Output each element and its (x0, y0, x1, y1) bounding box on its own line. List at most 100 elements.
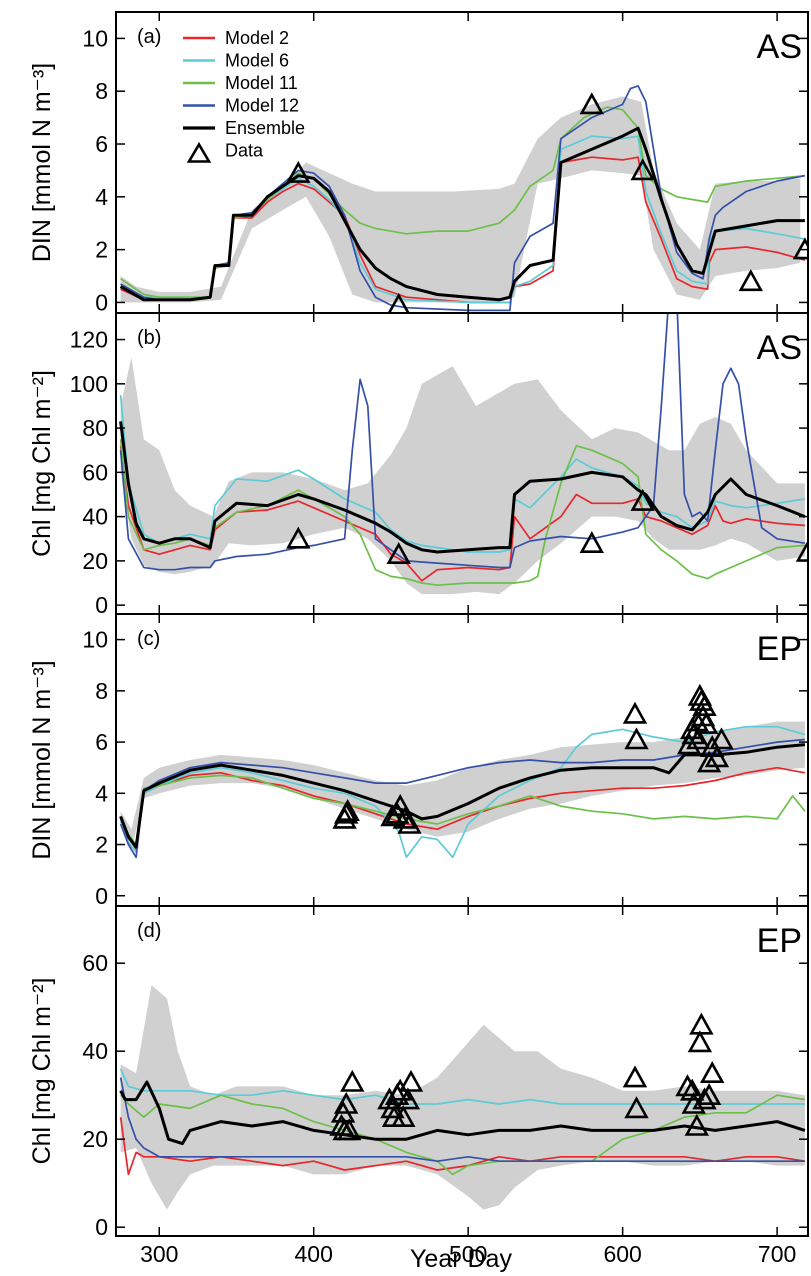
y-tick-label: 10 (82, 25, 108, 51)
data-point-marker (696, 750, 722, 773)
y-tick-label: 100 (70, 371, 108, 397)
data-point-marker (738, 269, 764, 292)
data-point-marker (392, 806, 418, 829)
data-point-marker (286, 160, 311, 183)
ensemble-range-band (120, 985, 805, 1210)
y-tick-label: 4 (95, 184, 108, 210)
data-point-marker (579, 531, 605, 554)
data-point-marker (386, 542, 411, 565)
series-line-ensemble (119, 126, 805, 302)
y-axis-title: Chl [mg Chl m⁻²] (28, 370, 56, 557)
y-tick-label: 4 (95, 780, 108, 806)
legend-item: Model 11 (183, 73, 298, 93)
legend-item: Ensemble (183, 118, 305, 138)
series-line-model-6 (119, 394, 806, 553)
data-point-marker (692, 694, 717, 717)
legend-item: Data (186, 141, 264, 163)
data-point-marker (391, 1105, 416, 1127)
data-point-marker (681, 722, 706, 745)
data-point-marker (387, 793, 413, 816)
y-axis-title: DIN [mmol N m⁻³] (28, 660, 56, 859)
series-line-model-12 (119, 313, 806, 571)
series-line-model-6 (119, 725, 806, 859)
data-point-marker (686, 727, 711, 750)
y-tick-label: 40 (82, 1038, 108, 1064)
panel-tag: (d) (137, 920, 161, 942)
y-tick-label: 8 (95, 78, 108, 104)
series-line-ensemble (119, 743, 806, 849)
data-point-marker (687, 1030, 713, 1053)
ensemble-range-band (120, 357, 805, 595)
plot-area (119, 313, 808, 595)
region-tag: EP (757, 630, 802, 668)
data-point-marker (622, 1065, 648, 1088)
x-tick-label: 700 (758, 1241, 796, 1267)
data-point-marker (795, 539, 808, 562)
panel-tag: (c) (137, 628, 160, 650)
series-line-model-12 (119, 1077, 805, 1163)
y-axis-title: Chl [mg Chl m⁻²] (28, 978, 56, 1165)
y-axis-title: DIN [mmol N m⁻³] (28, 63, 56, 262)
data-point-marker (693, 711, 719, 734)
data-point-marker (704, 745, 730, 768)
legend-label: Model 2 (225, 28, 289, 48)
ensemble-range-band (120, 96, 801, 303)
series-line-model-12 (119, 738, 805, 859)
data-point-marker (624, 727, 649, 750)
y-tick-label: 120 (70, 327, 108, 353)
plot-frame (115, 905, 809, 1237)
data-point-marker (340, 1069, 365, 1092)
y-tick-label: 0 (95, 289, 108, 315)
legend-label: Ensemble (225, 118, 305, 138)
data-point-marker (286, 526, 311, 549)
plot-area (119, 85, 808, 313)
data-point-marker (335, 799, 360, 822)
y-tick-label: 60 (82, 950, 108, 976)
region-tag: EP (757, 922, 802, 960)
data-point-marker (333, 1091, 359, 1114)
data-point-marker (380, 804, 405, 827)
legend-label: Data (225, 141, 264, 161)
data-point-marker (387, 292, 410, 313)
series-line-model-11 (119, 1094, 806, 1176)
series-line-ensemble (119, 421, 806, 554)
y-tick-label: 0 (95, 1214, 108, 1240)
data-point-marker (684, 1113, 710, 1136)
data-point-marker (395, 1087, 421, 1110)
y-tick-label: 2 (95, 237, 108, 263)
y-tick-label: 0 (95, 592, 108, 618)
legend-label: Model 6 (225, 51, 289, 71)
x-tick-label: 500 (449, 1241, 487, 1267)
data-point-marker (689, 1012, 714, 1035)
y-tick-label: 6 (95, 729, 108, 755)
legend-triangle-icon (186, 141, 212, 163)
y-tick-label: 8 (95, 678, 108, 704)
panel-tag: (b) (137, 327, 161, 349)
region-tag: AS (757, 28, 802, 66)
series-line-ensemble (119, 1080, 806, 1146)
y-tick-label: 80 (82, 415, 108, 441)
data-point-marker (699, 1061, 725, 1083)
series-line-model-6 (119, 1068, 805, 1105)
y-tick-label: 2 (95, 832, 108, 858)
region-tag: AS (757, 329, 802, 367)
x-tick-label: 300 (140, 1241, 178, 1267)
panel-tag: (a) (137, 26, 161, 48)
data-point-marker (630, 158, 655, 181)
ensemble-range-band (120, 721, 805, 850)
y-tick-label: 60 (82, 459, 108, 485)
series-line-model-2 (119, 1117, 806, 1176)
plot-area (119, 985, 806, 1210)
y-tick-label: 10 (82, 627, 108, 653)
data-point-marker (624, 1096, 649, 1119)
x-tick-label: 600 (603, 1241, 641, 1267)
legend-label: Model 11 (225, 73, 298, 93)
data-point-marker (630, 488, 655, 511)
data-point-marker (622, 701, 648, 724)
plot-area (119, 683, 806, 859)
data-point-marker (397, 811, 422, 834)
panel-b: 0 20 40 60 80 100 120 Chl [mg Chl m⁻²] (b) AS (28, 312, 809, 618)
legend-item: Model 2 (183, 28, 289, 48)
